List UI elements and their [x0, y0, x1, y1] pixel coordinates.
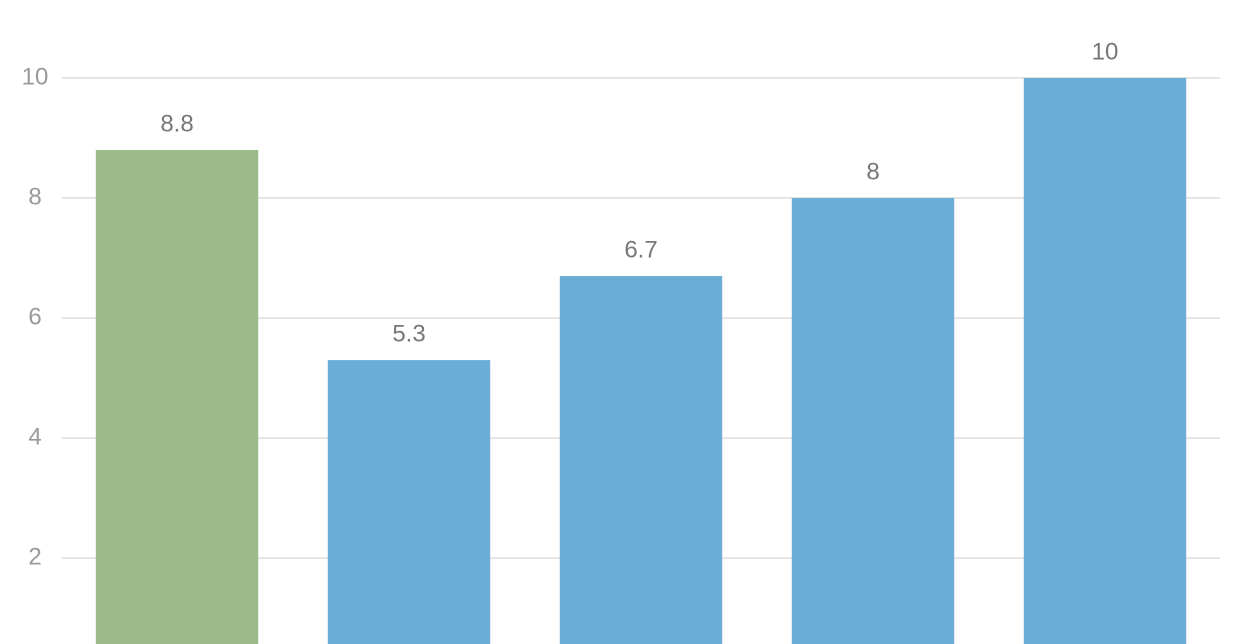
value-label: 10	[1092, 38, 1119, 65]
value-label: 8	[866, 158, 879, 185]
y-tick-label: 2	[28, 544, 41, 571]
bar	[559, 276, 723, 644]
y-tick-label: 8	[28, 183, 41, 210]
value-label: 5.3	[392, 320, 425, 347]
y-tick-label: 6	[28, 303, 41, 330]
y-tick-label: 4	[28, 423, 41, 450]
bar	[327, 360, 491, 644]
y-tick-label: 10	[22, 63, 49, 90]
value-label: 8.8	[160, 110, 193, 137]
bar	[791, 198, 955, 644]
value-label: 6.7	[624, 236, 657, 263]
bar	[1023, 78, 1187, 644]
bar	[95, 150, 259, 644]
